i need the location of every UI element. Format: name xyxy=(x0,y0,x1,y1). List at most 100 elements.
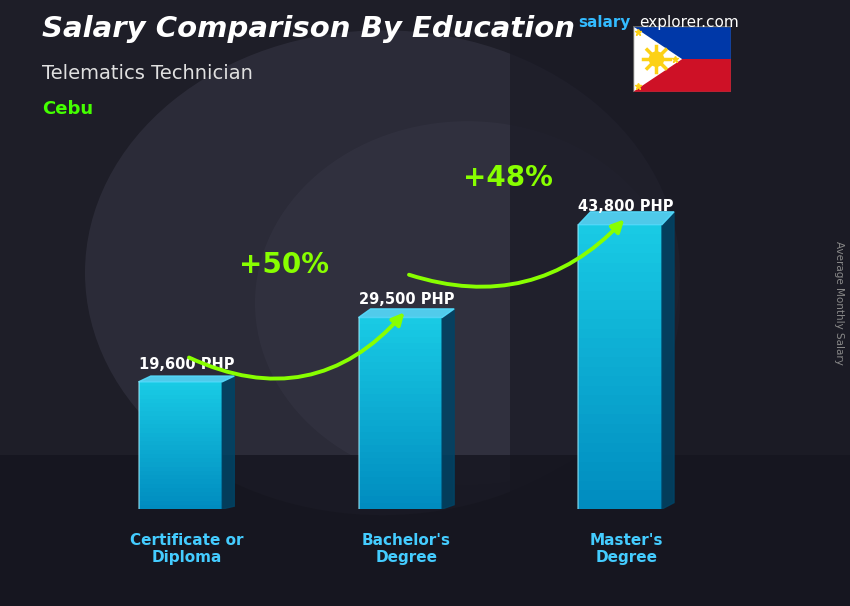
Bar xyxy=(139,424,222,428)
Text: +48%: +48% xyxy=(463,164,552,192)
Bar xyxy=(139,420,222,424)
Bar xyxy=(139,492,222,496)
Bar xyxy=(139,407,222,411)
Bar xyxy=(578,481,662,490)
Text: Master's
Degree: Master's Degree xyxy=(589,533,663,565)
Polygon shape xyxy=(139,376,235,382)
Bar xyxy=(578,272,662,282)
Polygon shape xyxy=(633,27,682,92)
Bar xyxy=(578,348,662,358)
Text: Certificate or
Diploma: Certificate or Diploma xyxy=(130,533,243,565)
Bar xyxy=(578,338,662,348)
Circle shape xyxy=(649,52,665,67)
Bar xyxy=(139,395,222,399)
Polygon shape xyxy=(442,309,454,509)
Bar xyxy=(359,477,442,484)
Bar xyxy=(578,291,662,301)
Bar xyxy=(578,262,662,272)
Text: +50%: +50% xyxy=(239,251,329,279)
Text: 29,500 PHP: 29,500 PHP xyxy=(359,292,454,307)
Bar xyxy=(139,441,222,445)
Bar xyxy=(578,244,662,253)
Bar xyxy=(578,433,662,442)
Bar xyxy=(359,471,442,477)
Bar xyxy=(359,502,442,509)
Bar xyxy=(359,388,442,394)
Bar xyxy=(359,381,442,388)
Text: explorer.com: explorer.com xyxy=(639,15,739,30)
Bar xyxy=(359,407,442,413)
Text: 19,600 PHP: 19,600 PHP xyxy=(139,356,235,371)
Bar xyxy=(359,490,442,496)
Bar xyxy=(139,399,222,403)
Bar xyxy=(578,415,662,424)
Bar xyxy=(359,356,442,362)
Bar xyxy=(359,445,442,451)
Bar xyxy=(139,488,222,492)
Bar xyxy=(139,437,222,441)
Bar xyxy=(139,382,222,386)
Bar xyxy=(139,479,222,484)
Bar xyxy=(139,458,222,462)
Bar xyxy=(578,319,662,329)
Bar xyxy=(139,386,222,390)
Bar xyxy=(578,424,662,433)
Bar xyxy=(578,490,662,499)
Bar xyxy=(578,386,662,395)
Text: 43,800 PHP: 43,800 PHP xyxy=(579,199,674,215)
Bar xyxy=(578,462,662,471)
Bar xyxy=(139,416,222,420)
Bar xyxy=(139,467,222,471)
Bar xyxy=(139,454,222,458)
Bar xyxy=(578,234,662,244)
Bar xyxy=(578,253,662,262)
Bar xyxy=(359,451,442,458)
Bar xyxy=(139,496,222,501)
Bar xyxy=(578,405,662,415)
Bar xyxy=(578,376,662,386)
Bar xyxy=(139,433,222,437)
Bar xyxy=(139,445,222,450)
Text: Telematics Technician: Telematics Technician xyxy=(42,64,253,82)
Bar xyxy=(359,394,442,401)
Bar xyxy=(359,343,442,350)
FancyArrowPatch shape xyxy=(409,222,621,287)
Bar xyxy=(359,362,442,368)
Polygon shape xyxy=(359,309,454,318)
Bar xyxy=(359,458,442,464)
Bar xyxy=(359,401,442,407)
Bar xyxy=(139,390,222,395)
Bar xyxy=(139,450,222,454)
Bar xyxy=(139,462,222,467)
Bar xyxy=(139,428,222,433)
Bar xyxy=(359,484,442,490)
Bar xyxy=(139,475,222,479)
Bar xyxy=(578,471,662,481)
Bar xyxy=(578,367,662,376)
Text: Bachelor's
Degree: Bachelor's Degree xyxy=(362,533,450,565)
Bar xyxy=(578,329,662,338)
Polygon shape xyxy=(222,376,235,509)
Bar xyxy=(139,505,222,509)
Bar xyxy=(359,375,442,381)
Bar xyxy=(359,413,442,419)
Bar xyxy=(359,330,442,337)
Bar xyxy=(139,471,222,475)
Ellipse shape xyxy=(255,121,680,485)
Bar xyxy=(578,442,662,452)
Bar xyxy=(578,301,662,310)
Bar xyxy=(359,337,442,343)
Bar xyxy=(510,0,850,606)
Bar xyxy=(578,395,662,405)
Bar xyxy=(359,368,442,375)
Ellipse shape xyxy=(85,30,680,515)
Bar xyxy=(359,426,442,433)
Text: Average Monthly Salary: Average Monthly Salary xyxy=(834,241,844,365)
Bar xyxy=(359,496,442,502)
Bar xyxy=(359,433,442,439)
Text: salary: salary xyxy=(578,15,631,30)
Bar xyxy=(359,318,442,324)
Text: Cebu: Cebu xyxy=(42,100,94,118)
Bar xyxy=(633,27,731,59)
Bar xyxy=(578,310,662,319)
